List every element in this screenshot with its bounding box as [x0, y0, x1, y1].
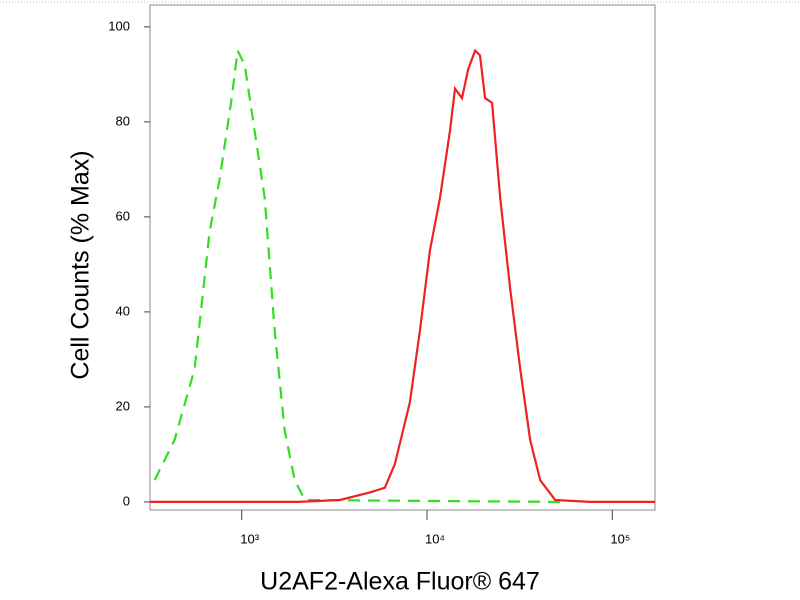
- y-tick-label: 80: [116, 113, 130, 128]
- y-axis-title: Cell Counts (% Max): [67, 150, 95, 379]
- y-tick-label: 0: [123, 493, 130, 508]
- x-tick-label: 10⁵: [610, 531, 630, 546]
- y-tick-label: 100: [108, 18, 130, 33]
- series-line: [153, 46, 561, 503]
- x-tick-label: 10³: [240, 531, 259, 546]
- plot-frame: [149, 4, 656, 511]
- x-tick-label: 10⁴: [425, 531, 445, 546]
- series-line: [150, 48, 655, 503]
- y-tick-label: 20: [116, 398, 130, 413]
- y-tick-label: 40: [116, 303, 130, 318]
- x-axis-title: U2AF2-Alexa Fluor® 647: [260, 568, 540, 596]
- y-tick-label: 60: [116, 208, 130, 223]
